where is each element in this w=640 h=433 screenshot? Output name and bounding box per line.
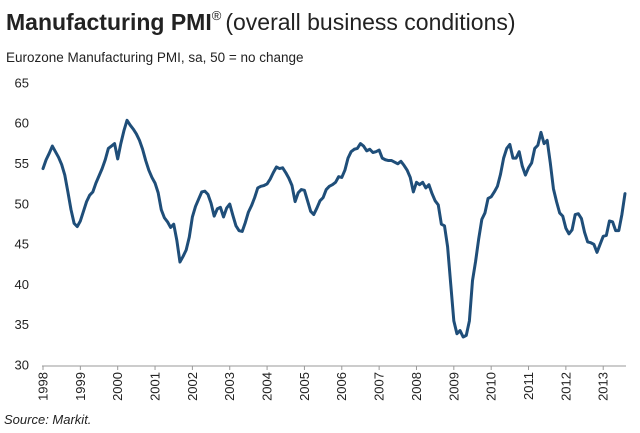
chart-title-group: Manufacturing PMI® (overall business cond… bbox=[6, 8, 516, 35]
x-tick-label: 2012 bbox=[558, 372, 573, 401]
x-tick-label: 2003 bbox=[222, 372, 237, 401]
x-tick-label: 2011 bbox=[521, 372, 536, 400]
x-tick-label: 2013 bbox=[596, 372, 611, 401]
title-suffix: (overall business conditions) bbox=[225, 9, 515, 35]
x-tick-label: 2010 bbox=[484, 372, 499, 401]
y-tick-label: 40 bbox=[15, 277, 29, 292]
x-tick-label: 2000 bbox=[110, 372, 125, 401]
x-tick-label: 2007 bbox=[372, 372, 387, 401]
x-tick-label: 2008 bbox=[409, 372, 424, 401]
x-tick-label: 2006 bbox=[334, 372, 349, 401]
chart-title: Manufacturing PMI bbox=[6, 9, 212, 35]
y-tick-label: 65 bbox=[15, 75, 29, 90]
x-tick-label: 2001 bbox=[147, 372, 162, 401]
title-superscript: ® bbox=[212, 8, 222, 23]
x-tick-label: 2002 bbox=[185, 372, 200, 401]
x-tick-label: 2005 bbox=[297, 372, 312, 401]
y-tick-label: 60 bbox=[15, 116, 29, 131]
y-tick-label: 35 bbox=[15, 317, 29, 332]
y-tick-label: 55 bbox=[15, 156, 29, 171]
y-tick-label: 45 bbox=[15, 237, 29, 252]
source-note: Source: Markit. bbox=[4, 412, 91, 427]
x-tick-label: 1998 bbox=[35, 372, 50, 401]
x-tick-label: 2009 bbox=[446, 372, 461, 401]
x-tick-label: 1999 bbox=[73, 372, 88, 401]
y-tick-label: 50 bbox=[15, 196, 29, 211]
x-tick-label: 2004 bbox=[260, 372, 275, 401]
chart-subtitle: Eurozone Manufacturing PMI, sa, 50 = no … bbox=[6, 50, 304, 65]
y-tick-label: 30 bbox=[15, 357, 29, 372]
data-line bbox=[41, 118, 627, 339]
